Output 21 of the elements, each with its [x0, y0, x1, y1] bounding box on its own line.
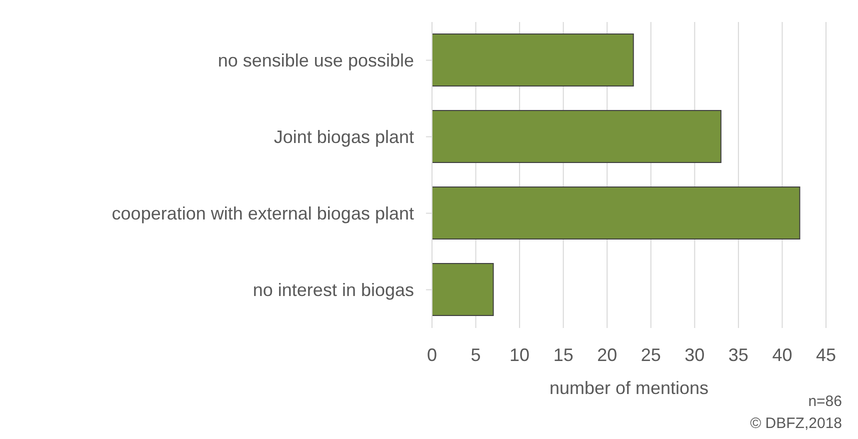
y-tick-label: no interest in biogas — [252, 280, 414, 300]
x-tick-label: 15 — [553, 344, 574, 365]
x-tick-label: 20 — [597, 344, 618, 365]
text: n=86 — [808, 393, 842, 410]
bar — [432, 110, 722, 163]
x-tick-label: 40 — [772, 344, 792, 365]
text: © DBFZ,2018 — [750, 415, 842, 432]
x-tick-label: 5 — [470, 344, 481, 365]
y-tick-label: Joint biogas plant — [274, 127, 414, 148]
y-tick-label: no sensible use possible — [218, 50, 414, 71]
x-tick-label: 10 — [510, 344, 530, 365]
x-axis-title: number of mentions — [549, 378, 709, 398]
x-tick-label: 35 — [728, 344, 748, 365]
bar — [432, 263, 494, 316]
x-tick-label: 45 — [816, 344, 836, 365]
bar — [432, 34, 634, 86]
x-tick-label: 0 — [426, 344, 438, 365]
x-tick-label: 30 — [684, 344, 705, 365]
bar — [432, 186, 800, 240]
x-tick-label: 25 — [640, 344, 661, 365]
y-tick-label: cooperation with external biogas plant — [112, 204, 414, 224]
